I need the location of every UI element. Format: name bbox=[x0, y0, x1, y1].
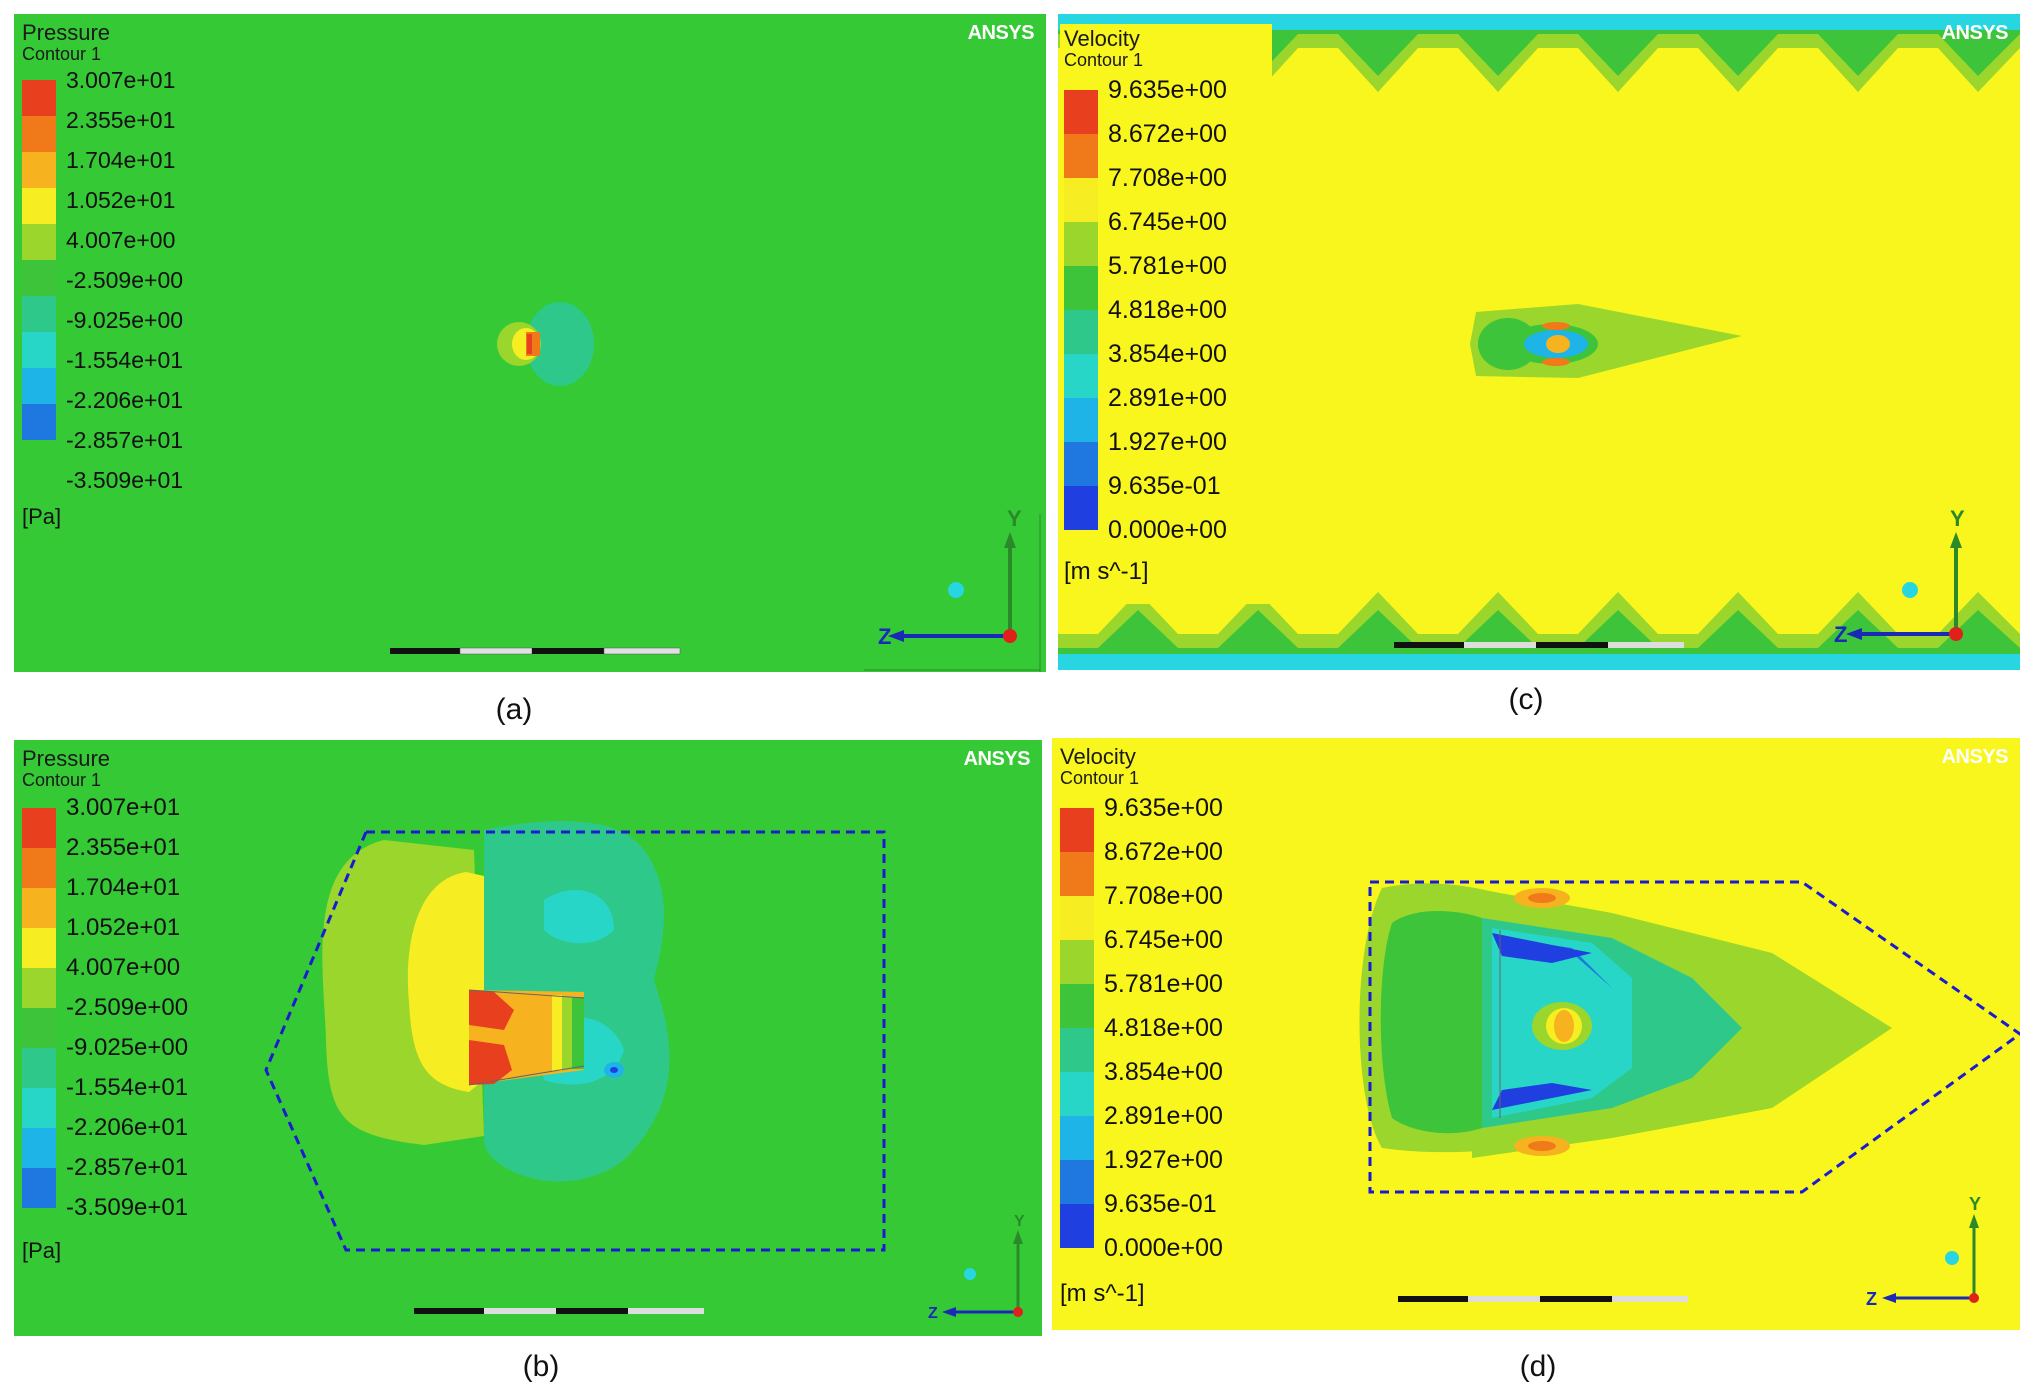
velocity-contour-plot-c: Y Z bbox=[1058, 14, 2020, 670]
panel-d-velocity-zoom: Y Z ANSYS Velocity Contour 1 9.635e+00 8… bbox=[1052, 738, 2020, 1330]
velocity-legend-c: Velocity Contour 1 9.635e+00 8.672e+00 7… bbox=[1060, 24, 1272, 604]
y-axis-label: Y bbox=[1014, 1213, 1025, 1230]
legend-title: Pressure bbox=[22, 746, 111, 771]
color-bar bbox=[22, 808, 56, 1208]
scale-bar bbox=[390, 647, 681, 655]
z-axis-label: Z bbox=[928, 1305, 938, 1322]
legend-unit: [Pa] bbox=[22, 504, 62, 529]
y-axis-label: Y bbox=[1007, 506, 1022, 531]
legend-subtitle: Contour 1 bbox=[1060, 768, 1140, 788]
ansys-logo: ANSYS bbox=[967, 22, 1035, 44]
object-peak-bottom bbox=[469, 1040, 512, 1085]
z-axis-label: Z bbox=[1866, 1289, 1877, 1309]
zoom-region-outline bbox=[264, 830, 886, 1252]
pressure-contour-plot-b: Y Z bbox=[264, 821, 1025, 1322]
upstream-high-pressure bbox=[407, 872, 484, 1092]
caption-d: (d) bbox=[1519, 1350, 1557, 1383]
legend-subtitle: Contour 1 bbox=[22, 770, 102, 790]
zoom-region-outline bbox=[1368, 880, 2020, 1194]
axis-triad bbox=[1846, 532, 1963, 641]
panel-c-velocity-overview: Y Z ANSYS Velocity Contour 1 9.635e+00 8… bbox=[1058, 14, 2020, 670]
legend-subtitle: Contour 1 bbox=[1064, 50, 1144, 70]
bottom-wall-contours bbox=[1058, 592, 2020, 670]
upstream-boundary-zone bbox=[1380, 911, 1482, 1134]
y-axis-label: Y bbox=[1969, 1194, 1981, 1214]
pressure-legend-b: Pressure Contour 1 3.007e+01 2.355e+01 1… bbox=[22, 746, 189, 1263]
velocity-legend-d: Velocity Contour 1 9.635e+00 8.672e+00 7… bbox=[1060, 744, 1223, 1307]
z-axis-label: Z bbox=[1834, 622, 1847, 647]
legend-unit: [m s^-1] bbox=[1064, 558, 1149, 585]
legend-title: Velocity bbox=[1064, 26, 1140, 51]
legend-title: Velocity bbox=[1060, 744, 1136, 769]
caption-a: (a) bbox=[495, 693, 533, 726]
color-bar bbox=[1060, 808, 1094, 1248]
ansys-logo: ANSYS bbox=[963, 748, 1031, 770]
legend-title: Pressure bbox=[22, 20, 111, 45]
panel-b-pressure-zoom: Y Z ANSYS Pressure Contour 1 3.007e+01 2… bbox=[14, 740, 1042, 1336]
caption-b: (b) bbox=[522, 1350, 560, 1383]
velocity-contour-plot-d: Y Z bbox=[1359, 880, 2020, 1309]
y-axis-label: Y bbox=[1950, 506, 1965, 531]
color-bar bbox=[1064, 90, 1098, 530]
ansys-logo: ANSYS bbox=[1941, 22, 2009, 44]
color-bar bbox=[22, 80, 56, 440]
axis-triad bbox=[942, 1230, 1023, 1317]
separation-zone-bottom bbox=[1492, 1083, 1592, 1110]
scale-bar bbox=[414, 1308, 704, 1314]
separation-zone-top bbox=[1492, 933, 1592, 963]
legend-unit: [Pa] bbox=[22, 1238, 62, 1263]
axis-triad bbox=[1882, 1214, 1979, 1303]
pressure-legend-a: Pressure Contour 1 3.007e+01 2.355e+01 1… bbox=[22, 20, 184, 529]
scale-bar bbox=[1398, 1296, 1688, 1302]
object-peak-top bbox=[469, 990, 514, 1030]
caption-c: (c) bbox=[1508, 683, 1544, 716]
panel-a-pressure-overview: Y Z ANSYS Pressure Contour 1 3.007e+01 2… bbox=[14, 14, 1046, 672]
legend-unit: [m s^-1] bbox=[1060, 1280, 1145, 1307]
low-pressure-zone bbox=[526, 302, 594, 386]
axis-triad bbox=[864, 514, 1041, 672]
z-axis-label: Z bbox=[878, 624, 891, 649]
ansys-logo: ANSYS bbox=[1941, 746, 2009, 768]
object-peak-pressure bbox=[527, 334, 532, 354]
scale-bar bbox=[1394, 642, 1684, 648]
legend-subtitle: Contour 1 bbox=[22, 44, 102, 64]
pressure-contour-plot-a: Y Z bbox=[390, 302, 1041, 672]
